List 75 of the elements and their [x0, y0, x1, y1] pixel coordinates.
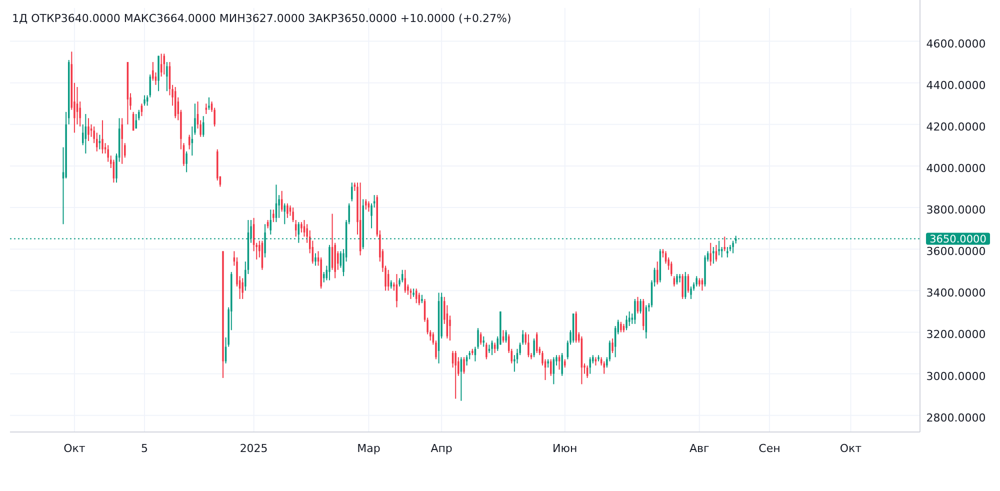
candlestick: [712, 246, 714, 264]
candlestick: [365, 198, 367, 210]
candlestick: [505, 330, 507, 344]
candlestick: [561, 352, 563, 376]
y-tick-label: 4000.0000: [926, 162, 986, 175]
x-tick-label: Сен: [758, 442, 780, 455]
candlestick: [684, 271, 686, 300]
candlestick: [640, 298, 642, 314]
x-tick-label: 2025: [240, 442, 268, 455]
y-tick-label: 4400.0000: [926, 78, 986, 92]
candlestick: [690, 286, 692, 300]
y-tick-label: 4200.0000: [926, 120, 986, 134]
candlestick: [718, 240, 720, 256]
x-tick-label: Июн: [552, 442, 578, 455]
candlestick: [208, 96, 210, 110]
candlestick: [292, 207, 294, 223]
candlestick: [626, 315, 628, 331]
x-tick-label: Мар: [357, 442, 380, 455]
candlestick: [449, 315, 451, 342]
candlestick: [300, 222, 302, 233]
candlestick: [466, 354, 468, 366]
y-tick-label: 3200.0000: [926, 328, 986, 342]
candlestick: [673, 276, 676, 288]
candlestick: [558, 354, 560, 370]
chart-title: 1Д ОТКР3640.0000 МАКС3664.0000 МИН3627.0000 ЗАКР3650.0000 +10.0000 (+0.27%): [12, 12, 512, 25]
candlestick: [121, 118, 123, 164]
y-tick-label: 3600.0000: [926, 245, 986, 258]
candlestick: [144, 94, 146, 106]
candlestick: [166, 62, 168, 92]
ref-line-label: 3650.0000: [930, 234, 986, 246]
candlestick: [294, 220, 297, 238]
candlestick: [676, 274, 678, 285]
x-tick-label: Окт: [840, 442, 862, 455]
candlestick: [486, 342, 488, 360]
candlestick: [272, 209, 274, 223]
candlestick: [620, 321, 622, 333]
candlestick: [152, 62, 154, 82]
candlestick: [612, 338, 614, 354]
candlestick: [477, 328, 479, 350]
candlestick: [726, 246, 728, 258]
candlestick: [528, 334, 530, 358]
x-tick-label: Окт: [64, 442, 86, 455]
candlestick: [682, 274, 684, 300]
candlestick: [88, 118, 90, 142]
x-tick-label: Апр: [430, 442, 452, 455]
candlestick: [494, 342, 496, 354]
candlestick: [102, 120, 104, 154]
y-tick-label: 3400.0000: [926, 286, 986, 300]
candlestick: [589, 356, 591, 374]
candlestick: [710, 242, 712, 266]
candlestick: [314, 252, 316, 266]
candlestick: [401, 269, 404, 283]
candlestick: [482, 336, 484, 348]
candlestick: [628, 310, 630, 326]
candlestick: [140, 103, 143, 117]
candlestick: [634, 298, 636, 324]
candlestick: [670, 261, 672, 277]
x-tick-label: 5: [141, 442, 148, 455]
candlestick: [186, 150, 188, 173]
y-tick-label: 2800.0000: [926, 411, 986, 424]
candlestick: [533, 338, 535, 358]
candlestick: [135, 114, 137, 130]
candlestick: [491, 340, 493, 356]
candlestick: [351, 182, 353, 202]
candlestick: [696, 276, 698, 288]
candlestick: [242, 278, 244, 300]
candlestick: [138, 109, 140, 121]
candlestick: [454, 350, 456, 400]
candlestick: [732, 240, 734, 254]
candlestick: [286, 202, 288, 218]
x-tick-label: Авг: [690, 442, 710, 455]
candlestick: [463, 356, 465, 374]
y-tick-label: 3800.0000: [926, 204, 986, 217]
y-tick-label: 3000.0000: [926, 370, 986, 383]
y-tick-label: 4600.0000: [926, 37, 986, 50]
